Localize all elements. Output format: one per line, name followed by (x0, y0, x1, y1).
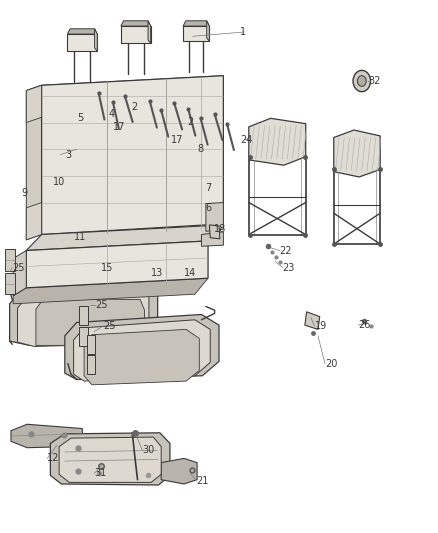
Text: 11: 11 (74, 232, 86, 241)
Polygon shape (305, 312, 320, 329)
Circle shape (357, 76, 366, 86)
Text: 9: 9 (21, 188, 27, 198)
Polygon shape (65, 314, 219, 379)
Text: 25: 25 (12, 263, 25, 272)
Polygon shape (121, 26, 151, 43)
Text: 24: 24 (240, 135, 252, 144)
Text: 3: 3 (65, 150, 71, 159)
Polygon shape (334, 130, 380, 177)
Polygon shape (183, 21, 209, 26)
Polygon shape (13, 278, 208, 304)
Text: 21: 21 (196, 476, 208, 486)
Text: 6: 6 (205, 203, 211, 213)
Polygon shape (67, 29, 97, 34)
Polygon shape (5, 273, 15, 294)
Polygon shape (249, 118, 306, 165)
Polygon shape (10, 280, 158, 345)
Polygon shape (201, 232, 223, 246)
Text: 12: 12 (47, 454, 60, 463)
Text: 18: 18 (214, 224, 226, 234)
Polygon shape (121, 21, 151, 26)
Text: 7: 7 (205, 183, 211, 192)
Polygon shape (148, 21, 151, 43)
Text: 15: 15 (101, 263, 113, 272)
Polygon shape (59, 437, 161, 482)
Polygon shape (11, 424, 82, 448)
Text: 2: 2 (187, 117, 194, 126)
Polygon shape (84, 329, 199, 385)
Text: 23: 23 (283, 263, 295, 272)
Text: 20: 20 (325, 359, 337, 368)
Text: 17: 17 (171, 135, 183, 144)
Text: 26: 26 (358, 320, 371, 330)
Polygon shape (209, 225, 220, 239)
Polygon shape (13, 251, 26, 296)
Polygon shape (26, 76, 223, 91)
Text: 25: 25 (95, 300, 108, 310)
Polygon shape (74, 320, 210, 381)
Polygon shape (26, 85, 42, 240)
Polygon shape (183, 26, 209, 41)
Text: 32: 32 (369, 76, 381, 86)
Text: 1: 1 (240, 27, 246, 37)
Text: 10: 10 (53, 177, 65, 187)
Polygon shape (26, 241, 208, 288)
Text: 31: 31 (94, 469, 106, 478)
Polygon shape (67, 34, 97, 51)
Polygon shape (5, 249, 15, 271)
Polygon shape (87, 335, 95, 354)
Polygon shape (26, 203, 42, 240)
Text: 4: 4 (109, 109, 115, 119)
Text: 8: 8 (197, 144, 203, 154)
Polygon shape (42, 76, 223, 235)
Polygon shape (79, 327, 88, 346)
Text: 17: 17 (113, 122, 125, 132)
Polygon shape (18, 288, 149, 346)
Text: 13: 13 (151, 268, 163, 278)
Polygon shape (26, 225, 223, 251)
Polygon shape (161, 458, 197, 484)
Text: 30: 30 (142, 446, 155, 455)
Circle shape (353, 70, 371, 92)
Polygon shape (87, 355, 95, 374)
Polygon shape (79, 306, 88, 325)
Polygon shape (206, 203, 223, 231)
Polygon shape (50, 433, 170, 485)
Text: 2: 2 (131, 102, 138, 111)
Polygon shape (36, 298, 145, 345)
Polygon shape (26, 85, 42, 123)
Text: 22: 22 (279, 246, 292, 255)
Text: 25: 25 (103, 321, 116, 331)
Text: 14: 14 (184, 268, 196, 278)
Polygon shape (207, 21, 209, 41)
Text: 19: 19 (314, 321, 327, 331)
Polygon shape (95, 29, 97, 51)
Text: 5: 5 (77, 114, 83, 123)
